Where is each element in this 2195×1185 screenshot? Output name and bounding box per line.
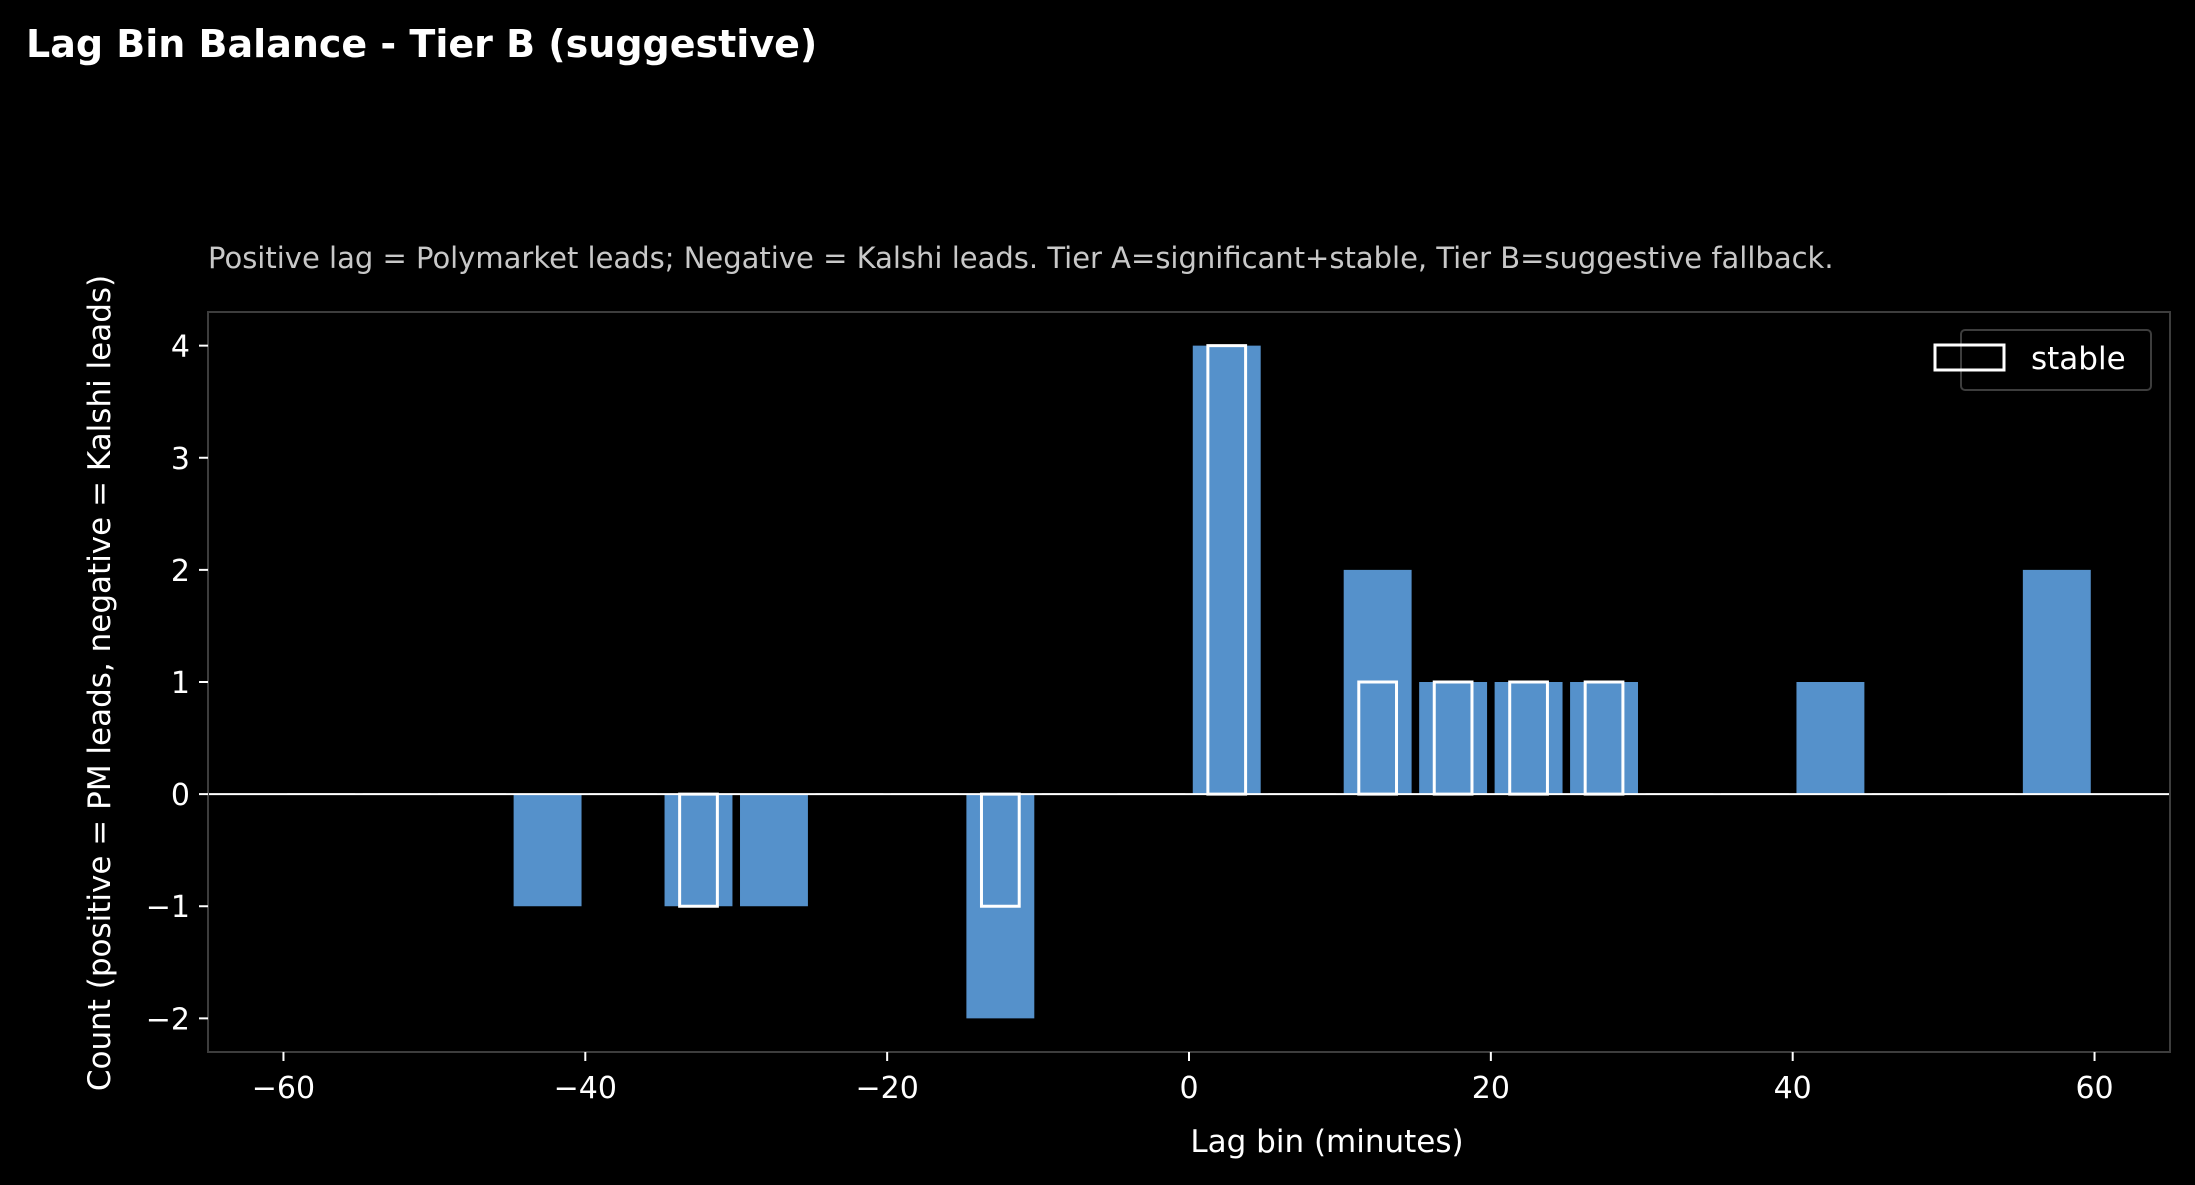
bar (664, 794, 733, 907)
legend-box (1960, 329, 2152, 391)
bars-layer (287, 345, 2091, 1019)
bar (1192, 345, 1261, 795)
bar (1494, 682, 1563, 795)
x-tick-label: −60 (252, 1071, 315, 1106)
bar (1796, 682, 1865, 795)
bar (1570, 682, 1638, 795)
y-tick-label: 4 (171, 330, 190, 365)
chart-subtitle: Positive lag = Polymarket leads; Negativ… (208, 241, 1834, 275)
y-tick-label: 3 (171, 442, 190, 477)
y-tick-label: 2 (171, 554, 190, 589)
x-tick-label: 0 (1179, 1071, 1198, 1106)
bar (740, 794, 808, 907)
x-ticks: −60 −40 −20 0 20 40 60 (252, 1052, 2114, 1106)
y-tick-label: −2 (146, 1002, 190, 1037)
x-tick-label: −20 (855, 1071, 918, 1106)
bar (513, 794, 582, 907)
x-tick-label: 20 (1472, 1071, 1510, 1106)
bar (1419, 682, 1488, 795)
bar (2022, 569, 2091, 795)
y-tick-label: −1 (146, 890, 190, 925)
x-tick-label: 40 (1774, 1071, 1812, 1106)
y-tick-label: 0 (171, 778, 190, 813)
y-tick-label: 1 (171, 666, 190, 701)
legend-stable-label: stable (2031, 341, 2126, 377)
x-axis-label: Lag bin (minutes) (1190, 1124, 1463, 1160)
legend-stable-swatch (1933, 343, 2006, 372)
y-ticks: −2 −1 0 1 2 3 4 (146, 330, 208, 1037)
x-tick-label: 60 (2075, 1071, 2113, 1106)
y-axis-label: Count (positive = PM leads, negative = K… (82, 275, 118, 1091)
x-tick-label: −40 (554, 1071, 617, 1106)
chart-title: Lag Bin Balance - Tier B (suggestive) (26, 22, 817, 66)
legend: stable (1933, 329, 2152, 391)
